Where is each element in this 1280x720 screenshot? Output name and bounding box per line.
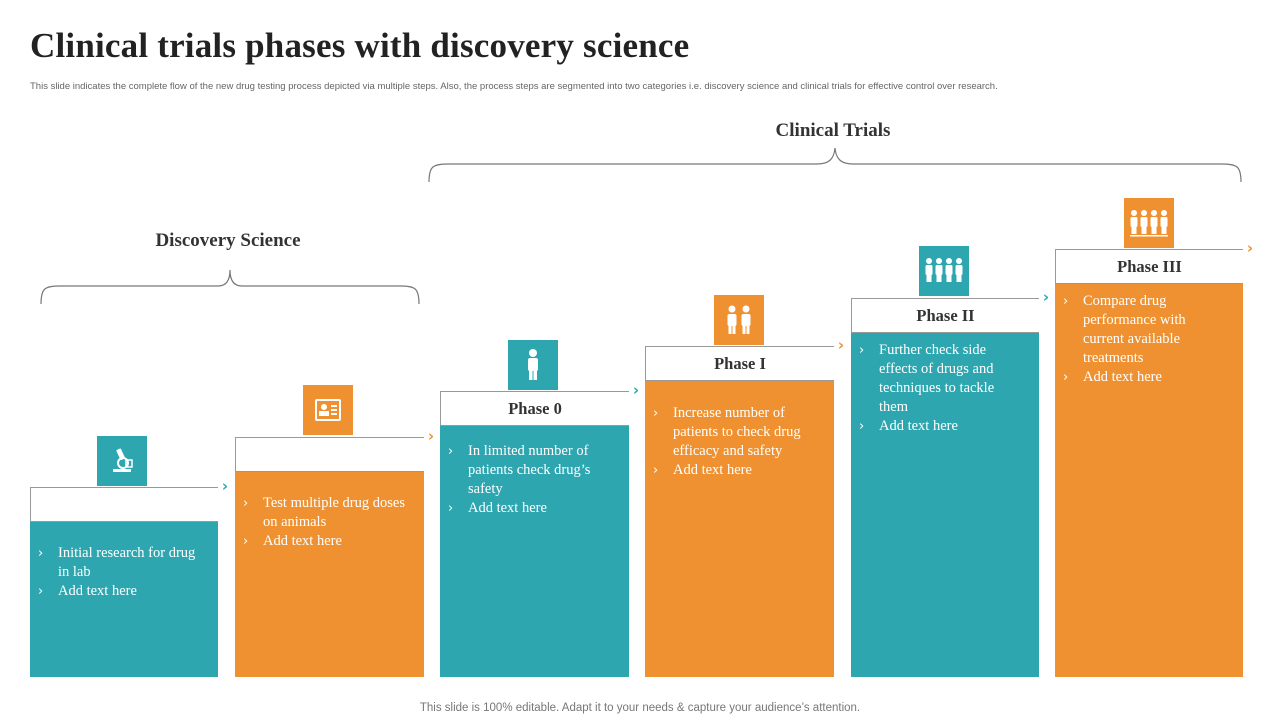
step-2: › › Test multiple drug doses on animals ›… xyxy=(235,427,434,677)
step-4-bullet-2: › Add text here xyxy=(653,462,752,478)
step-2-bullet-2: › Add text here xyxy=(243,533,342,549)
step-6-heading: Phase III xyxy=(1055,249,1243,284)
crowd-icon-box xyxy=(1124,198,1174,248)
step-5-bullet-1: › Further check side effects of drugs and… xyxy=(859,342,995,415)
step-5: Phase II › › Further check side effects o… xyxy=(851,288,1049,677)
discovery-science-label: Discovery Science xyxy=(155,230,301,251)
clinical-trials-label: Clinical Trials xyxy=(775,120,891,141)
slide-subtitle: This slide indicates the complete flow o… xyxy=(30,81,998,92)
microscope-icon-box xyxy=(97,436,147,486)
group-icon xyxy=(925,258,963,282)
step-3-heading: Phase 0 xyxy=(440,391,629,426)
clinical-trials-brace xyxy=(428,147,1242,183)
step-3-bullet-2: › Add text here xyxy=(448,500,547,516)
group-icon-box xyxy=(919,246,969,296)
step-1-body: › Initial research for drug in lab › Add t… xyxy=(30,522,218,677)
step-1-bullet-2: › Add text here xyxy=(38,583,137,599)
step-2-heading xyxy=(235,437,424,472)
two-people-icon-box xyxy=(714,295,764,345)
step-1-bullet-1: › Initial research for drug in lab xyxy=(38,545,196,580)
step-2-bullet-1: › Test multiple drug doses on animals xyxy=(243,495,405,530)
id-card-icon xyxy=(315,399,341,421)
crowd-icon xyxy=(1130,210,1168,237)
step-2-body: › Test multiple drug doses on animals › Ad… xyxy=(235,472,424,677)
microscope-icon xyxy=(113,448,133,472)
step-3-arrow: › xyxy=(632,381,639,399)
step-3-body: › In limited number of patients check dru… xyxy=(440,426,629,677)
step-3-bullet-1: › In limited number of patients check dru… xyxy=(448,443,591,497)
step-3: Phase 0 › › In limited number of patients… xyxy=(440,381,639,677)
discovery-science-brace xyxy=(40,269,420,305)
slide-title: Clinical trials phases with discovery sc… xyxy=(30,26,690,65)
step-5-body: › Further check side effects of drugs and… xyxy=(851,333,1039,677)
step-6-bullet-2: › Add text here xyxy=(1063,369,1162,385)
step-1-arrow: › xyxy=(221,477,228,495)
two-people-icon xyxy=(727,305,751,334)
step-5-arrow: › xyxy=(1042,288,1049,306)
step-4-arrow: › xyxy=(837,336,844,354)
step-6-arrow: › xyxy=(1246,239,1253,257)
step-5-bullet-2: › Add text here xyxy=(859,418,958,434)
step-4-bullet-1: › Increase number of patients to check dr… xyxy=(653,405,801,459)
step-4-heading: Phase I xyxy=(645,346,834,381)
step-6-bullet-1: › Compare drug performance with current a… xyxy=(1063,293,1186,366)
footer-note: This slide is 100% editable. Adapt it to… xyxy=(419,702,861,714)
step-1-heading xyxy=(30,487,218,522)
id-card-icon-box xyxy=(303,385,353,435)
step-4-body: › Increase number of patients to check dr… xyxy=(645,381,834,677)
step-4: Phase I › › Increase number of patients t… xyxy=(645,336,844,677)
step-1: › › Initial research for drug in lab › Add… xyxy=(30,477,228,677)
step-6: Phase III › › Compare drug performance wi… xyxy=(1055,239,1253,677)
step-5-heading: Phase II xyxy=(851,298,1039,333)
person-icon-box xyxy=(508,340,558,390)
step-6-body: › Compare drug performance with current a… xyxy=(1055,284,1243,677)
step-2-arrow: › xyxy=(427,427,434,445)
person-icon xyxy=(528,349,538,380)
